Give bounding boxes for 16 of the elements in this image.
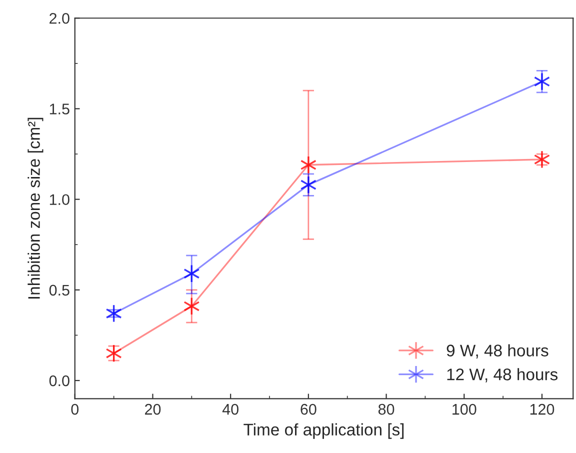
- legend-label: 9 W, 48 hours: [446, 344, 548, 358]
- x-axis-title: Time of application [s]: [244, 423, 404, 439]
- y-axis-title: Inhibition zone size [cm²]: [28, 118, 44, 299]
- x-tick-label: 20: [145, 404, 161, 415]
- x-tick-label: 0: [71, 404, 79, 415]
- y-tick-label: 1.0: [50, 194, 70, 206]
- y-tick-label: 2.0: [50, 12, 70, 24]
- x-tick-label: 80: [378, 404, 394, 415]
- y-tick-label: 0.5: [49, 284, 70, 296]
- x-tick-label: 40: [222, 404, 238, 415]
- x-tick-label: 100: [452, 404, 476, 415]
- x-tick-label: 60: [300, 404, 316, 415]
- y-tick-label: 1.5: [50, 104, 70, 114]
- x-tick-label: 120: [530, 404, 554, 415]
- y-tick-label: 0.0: [49, 375, 70, 386]
- legend-label: 12 W, 48 hours: [447, 368, 558, 382]
